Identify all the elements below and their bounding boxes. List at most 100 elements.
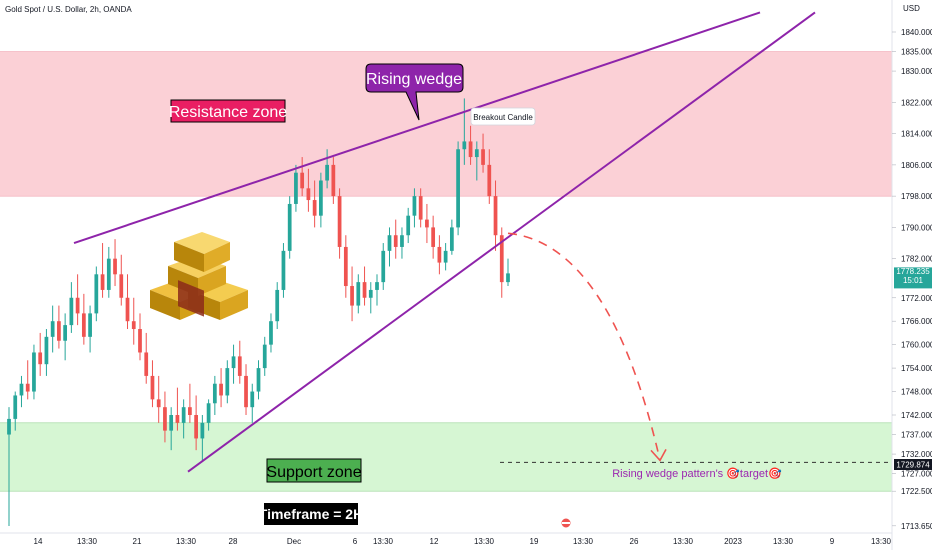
candle-body	[356, 282, 361, 306]
candle-body	[481, 149, 485, 165]
target-label: Rising wedge pattern's 🎯target🎯	[612, 467, 782, 480]
candle-body	[375, 282, 379, 290]
candle-body	[468, 141, 473, 158]
projection-arrow	[507, 232, 661, 461]
x-tick-label: Dec	[287, 537, 301, 546]
candle-body	[194, 415, 198, 439]
y-tick-label: 1830.000	[901, 67, 932, 76]
candle-body	[150, 375, 155, 400]
x-tick-label: 13:30	[373, 537, 394, 546]
x-tick-label: 9	[830, 537, 835, 546]
candles-layer	[7, 98, 510, 526]
breakout-label[interactable]: Breakout Candle	[470, 107, 536, 126]
y-tick-label: 1727.000	[901, 470, 932, 479]
candle-body	[418, 196, 423, 220]
projection-arrowhead	[650, 449, 667, 462]
candle-body	[219, 383, 223, 396]
candle-body	[462, 141, 467, 150]
price-axis[interactable]: USD 1713.650 1722.500 1727.000 1732.000 1737…	[891, 0, 932, 550]
time-axis[interactable]: 14 13:30 21 13:30 28 Dec 6 13:30 12 13:30 19 13:30 2…	[0, 532, 892, 546]
candle-body	[181, 407, 186, 423]
candle-body	[506, 273, 510, 283]
candle-body	[393, 235, 398, 247]
candle-body	[456, 149, 460, 228]
candle-body	[200, 422, 205, 439]
rising-wedge-callout[interactable]: Rising wedge	[365, 63, 464, 121]
candle-body	[38, 352, 43, 365]
economic-event-icon[interactable]	[560, 517, 572, 529]
candle-body	[250, 391, 255, 408]
candle-body	[144, 352, 149, 376]
candle-body	[69, 297, 74, 326]
candle-body	[13, 395, 18, 419]
y-tick-label: 1732.000	[901, 450, 932, 459]
candle-body	[350, 286, 354, 306]
timeframe-label[interactable]: Timeframe = 2H	[259, 503, 363, 525]
candle-body	[425, 219, 429, 228]
candle-body	[57, 321, 61, 341]
candle-body	[412, 196, 417, 216]
candle-body	[225, 368, 230, 396]
candle-body	[156, 399, 161, 408]
candle-body	[50, 321, 55, 337]
candle-body	[312, 200, 317, 216]
candle-body	[306, 188, 311, 201]
candle-body	[406, 215, 411, 236]
x-tick-label: 26	[630, 537, 639, 546]
candle-body	[125, 297, 130, 322]
candle-body	[437, 246, 442, 263]
candle-body	[487, 164, 492, 197]
candle-body	[231, 356, 236, 369]
x-tick-label: 19	[530, 537, 539, 546]
candle-body	[262, 344, 267, 369]
candle-body	[113, 258, 117, 275]
candle-body	[331, 164, 336, 197]
y-tick-label: 1742.000	[901, 411, 932, 420]
candle-body	[94, 274, 99, 314]
resistance-label[interactable]: Resistance zone	[169, 99, 287, 123]
candle-body	[287, 203, 292, 251]
y-tick-label: 1713.650	[901, 522, 932, 531]
candle-body	[188, 407, 192, 415]
candle-body	[449, 227, 454, 251]
candle-body	[88, 313, 92, 337]
y-tick-label: 1782.000	[901, 255, 932, 264]
candle-body	[400, 235, 404, 247]
candle-body	[281, 250, 286, 290]
candle-body	[368, 289, 373, 298]
y-tick-label: 1814.000	[901, 130, 932, 139]
x-tick-label: 21	[133, 537, 142, 546]
candle-body	[319, 180, 323, 216]
candle-body	[119, 274, 124, 298]
candle-body	[25, 383, 30, 392]
candle-body	[44, 336, 49, 365]
wedge-upper-line[interactable]	[73, 11, 761, 244]
candle-body	[387, 235, 392, 251]
y-tick-label: 1806.000	[901, 161, 932, 170]
x-tick-label: 13:30	[176, 537, 197, 546]
candle-body	[106, 258, 111, 290]
support-label[interactable]: Support zone	[266, 458, 362, 483]
candle-body	[256, 368, 261, 392]
countdown-value: 15:01	[903, 276, 924, 285]
x-tick-label: 2023	[724, 537, 742, 546]
candle-body	[175, 415, 180, 423]
candle-body	[275, 289, 280, 322]
x-tick-label: 13:30	[77, 537, 98, 546]
candle-body	[7, 418, 11, 435]
wedge-lower-line[interactable]	[187, 11, 816, 473]
y-tick-label: 1754.000	[901, 364, 932, 373]
candle-body	[325, 164, 329, 181]
last-price-tag: 1778.235 15:01	[894, 267, 932, 289]
candle-body	[32, 352, 36, 392]
candle-body	[294, 172, 298, 204]
y-tick-label: 1798.000	[901, 192, 932, 201]
x-tick-label: 13:30	[573, 537, 594, 546]
candle-body	[131, 321, 136, 330]
candle-body	[63, 325, 68, 341]
x-tick-label: 13:30	[773, 537, 794, 546]
candle-body	[269, 321, 273, 345]
y-tick-label: 1722.500	[901, 487, 932, 496]
y-tick-label: 1748.000	[901, 388, 932, 397]
